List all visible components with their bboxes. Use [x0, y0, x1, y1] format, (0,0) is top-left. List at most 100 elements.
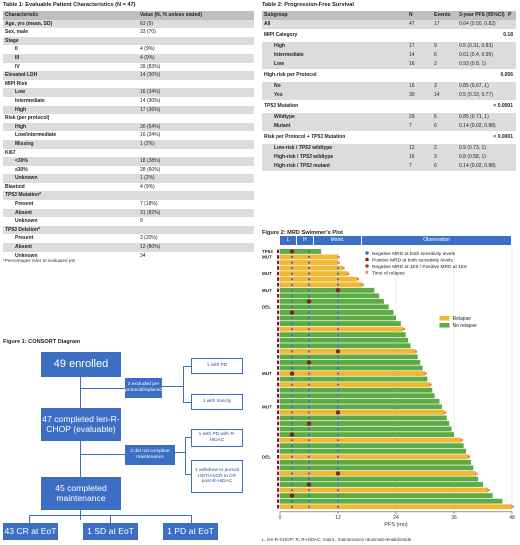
swimmer-bar — [280, 287, 375, 293]
swimmer-bar — [280, 415, 447, 421]
mrd-marker — [307, 439, 311, 442]
legend-marker — [365, 264, 369, 268]
row-value: 1 (2%) — [140, 140, 155, 147]
swimmer-bar — [280, 348, 416, 354]
table-row: Age, yrs (mean, SD) 63 (9) — [3, 19, 254, 29]
row-label: Missing — [15, 140, 34, 147]
mrd-marker — [307, 339, 311, 342]
mrd-marker — [307, 389, 311, 392]
row-label: MUT — [262, 271, 272, 276]
cell-p: 0.056 — [500, 71, 513, 78]
mrd-marker — [336, 433, 340, 436]
table-row: Present 7 (18%) — [3, 200, 254, 209]
row-label: Intermediate — [15, 97, 45, 104]
row-value: 17 (36%) — [140, 106, 161, 113]
swimmer-bar — [280, 360, 421, 365]
table-row: Risk per Protocol + TP53 Mutation < 0.000… — [262, 131, 516, 144]
row-label: Blastoid — [5, 183, 25, 190]
mrd-marker — [335, 288, 341, 293]
table-row: TP53 Deletion* — [3, 225, 254, 235]
swimmer-bar — [280, 393, 435, 399]
mrd-marker — [290, 444, 294, 447]
patient-marker — [277, 388, 280, 392]
swimmer-bar — [280, 310, 394, 315]
row-label: High — [15, 106, 27, 113]
table-row: No 16 3 0.85 (0.67, 1) — [262, 81, 516, 91]
mrd-marker — [307, 372, 311, 375]
row-label: TP53 Mutation* — [5, 192, 42, 199]
mrd-marker — [336, 316, 340, 320]
relapse-marker: × — [443, 410, 446, 416]
phase-0: L — [280, 236, 297, 245]
swimmer-bar — [280, 387, 433, 393]
row-label: Unknown — [15, 175, 38, 182]
cell-label: Low-risk / TP53 wildtype — [274, 144, 333, 151]
mrd-marker — [290, 461, 294, 464]
patient-marker — [277, 316, 280, 320]
mrd-marker — [290, 489, 294, 492]
row-label: Sex, male — [5, 29, 29, 36]
mrd-marker — [336, 389, 340, 392]
cell-label: Low — [274, 60, 284, 67]
consort-diagram: 49 enrolled 2 excluded per protocol/repl… — [3, 350, 258, 540]
row-label: ≥30% — [15, 166, 28, 173]
patient-marker — [277, 327, 280, 331]
mrd-marker — [289, 249, 295, 254]
table-row: TP53 Mutation < 0.0001 — [262, 100, 516, 113]
mrd-marker — [336, 383, 340, 386]
swimmer-bar — [280, 276, 358, 282]
excluded-note-text: 2 excluded per protocol/replaced — [125, 382, 162, 393]
relapse-marker: × — [424, 371, 427, 377]
mrd-marker — [290, 339, 294, 342]
completed-maint-box: 45 completed maintenance — [41, 477, 121, 510]
consort-line — [161, 386, 183, 387]
mrd-marker — [290, 350, 294, 353]
mrd-marker — [290, 261, 294, 264]
mrd-marker — [290, 366, 294, 370]
mrd-marker — [336, 405, 340, 408]
mrd-marker — [290, 411, 294, 414]
row-value: 18 (38%) — [140, 158, 161, 165]
swimmer-bar — [280, 454, 469, 460]
mrd-marker — [336, 505, 340, 508]
mrd-marker — [306, 421, 312, 426]
row-label: IV — [15, 63, 20, 70]
patient-marker — [277, 310, 280, 315]
mrd-marker — [307, 489, 311, 492]
cell-pfs: 0.61 (0.4, 0.95) — [459, 51, 493, 58]
swimmer-bar — [280, 249, 322, 254]
mrd-marker — [336, 267, 340, 270]
table1-footnote: *Percentages refer to evaluated pts — [3, 258, 76, 263]
row-label: Age, yrs (mean, SD) — [5, 20, 53, 27]
mrd-marker — [290, 400, 294, 403]
mrd-marker — [336, 355, 340, 359]
mrd-marker — [306, 360, 312, 365]
table-row: II 4 (9%) — [3, 45, 254, 54]
cell-n: 16 — [409, 82, 415, 89]
row-label: MUT — [262, 255, 272, 260]
consort-line — [80, 377, 82, 409]
pd-hidac-box: 1 with PD with R-HiDAC — [191, 429, 243, 447]
mrd-marker — [307, 272, 311, 275]
mrd-marker — [307, 355, 311, 359]
patient-marker — [277, 271, 280, 276]
cell-n: 29 — [409, 113, 415, 120]
row-label: DEL — [262, 305, 271, 310]
mrd-marker — [335, 410, 341, 415]
header-cell: N — [409, 12, 413, 18]
table-row: ≥30% 28 (60%) — [3, 166, 254, 175]
mrd-marker — [307, 333, 311, 336]
x-tick-label: 36 — [451, 515, 457, 521]
patient-marker — [277, 349, 280, 354]
row-label: II — [15, 46, 18, 53]
patient-marker — [277, 432, 280, 437]
cell-pfs: 0.85 (0.71, 1) — [459, 113, 489, 120]
patient-marker — [277, 338, 280, 342]
consort-line — [80, 454, 125, 455]
swimmer-bar — [280, 326, 404, 332]
patient-marker — [277, 260, 280, 265]
excluded-box: 2 excluded per protocol/replaced — [125, 378, 162, 398]
patient-marker — [277, 321, 280, 326]
consort-line — [80, 388, 125, 389]
mrd-marker — [307, 505, 311, 508]
